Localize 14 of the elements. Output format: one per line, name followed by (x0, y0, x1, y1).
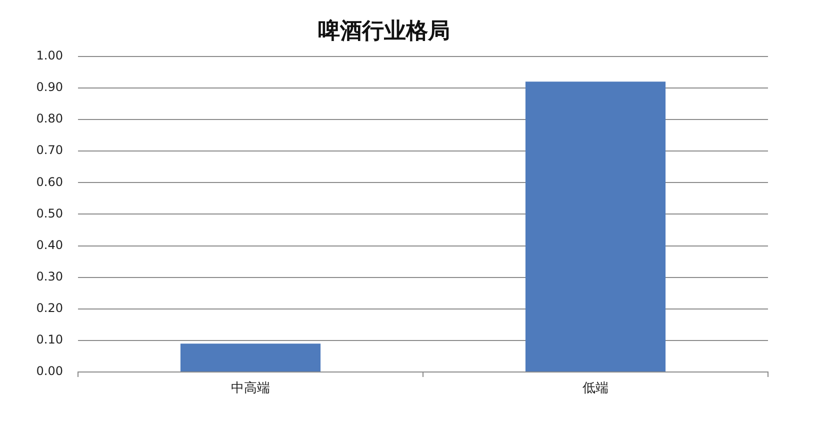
y-tick-label: 0.50 (36, 206, 63, 220)
y-tick-label: 0.20 (36, 301, 63, 316)
y-tick-label: 0.30 (36, 269, 63, 284)
y-tick-label: 0.00 (36, 364, 63, 378)
y-tick-label: 0.40 (36, 238, 63, 252)
y-tick-label: 0.10 (36, 332, 63, 347)
x-tick-label: 低端 (582, 381, 608, 396)
y-tick-label: 0.60 (36, 174, 63, 189)
y-tick-label: 0.70 (36, 143, 63, 158)
y-tick-label: 0.90 (36, 80, 63, 94)
chart-title: 啤酒行业格局 (318, 18, 450, 44)
y-tick-label: 0.80 (36, 112, 63, 126)
x-tick-label: 中高端 (231, 380, 270, 396)
y-tick-label: 1.00 (36, 48, 63, 63)
